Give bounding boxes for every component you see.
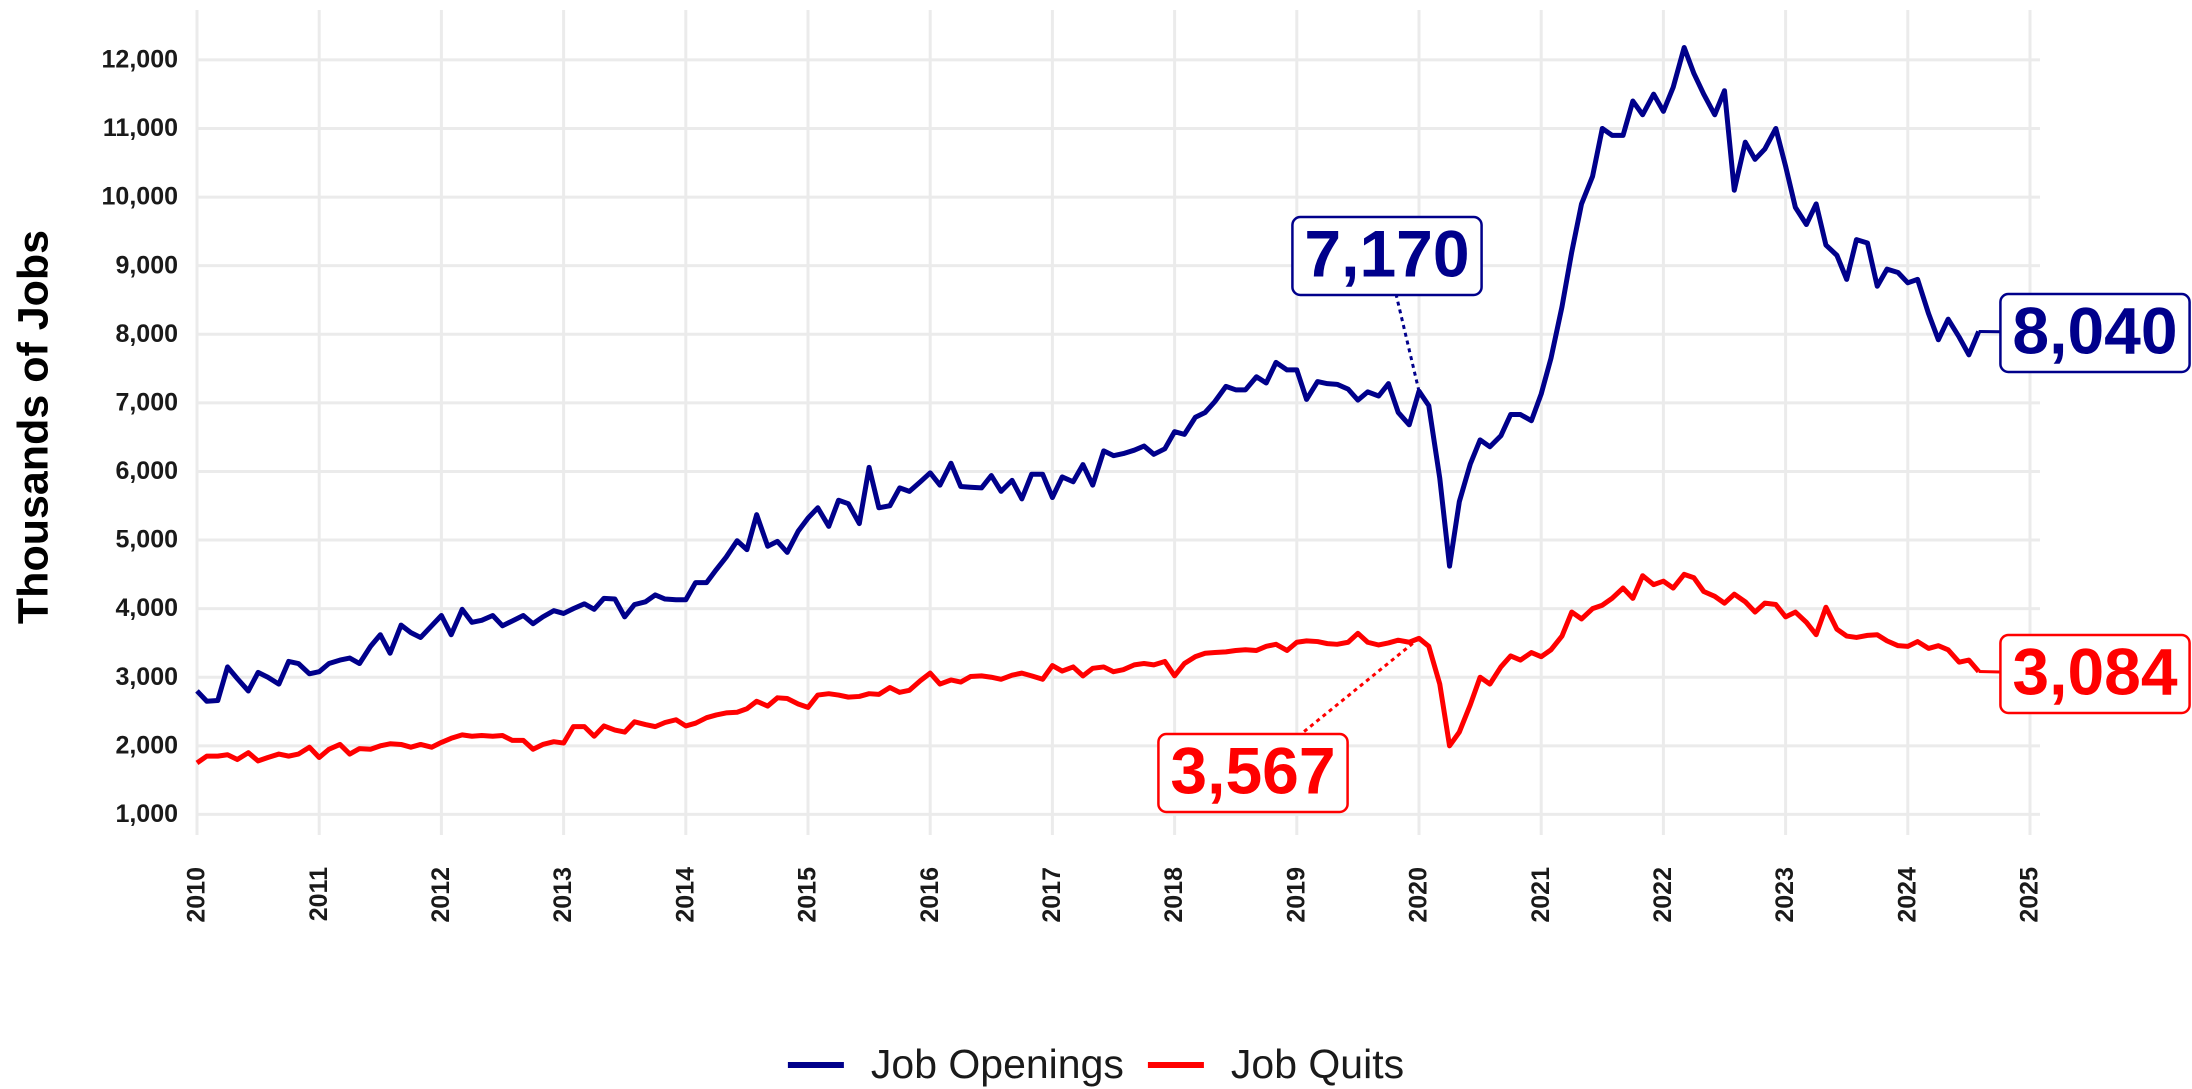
annotation-label: 3,084 bbox=[2012, 634, 2177, 708]
x-tick-label: 2018 bbox=[1160, 867, 1188, 923]
annotation-box bbox=[1157, 732, 1349, 814]
annotation-leader bbox=[1300, 637, 1420, 736]
x-tick-label: 2013 bbox=[549, 867, 577, 923]
y-tick-label: 5,000 bbox=[115, 526, 178, 554]
annotation-label: 7,170 bbox=[1304, 216, 1469, 290]
x-tick-label: 2015 bbox=[794, 867, 822, 923]
y-tick-label: 1,000 bbox=[115, 800, 178, 828]
legend-label: Job Openings bbox=[871, 1041, 1124, 1087]
grid bbox=[195, 10, 2040, 835]
annotation: 8,040 bbox=[1978, 292, 2191, 374]
x-tick-label: 2014 bbox=[671, 867, 699, 923]
y-tick-label: 11,000 bbox=[103, 114, 178, 142]
y-tick-label: 10,000 bbox=[102, 183, 178, 211]
annotation-box bbox=[1999, 292, 2191, 374]
legend-label: Job Quits bbox=[1231, 1041, 1404, 1087]
x-tick-label: 2021 bbox=[1527, 867, 1555, 923]
x-tick-label: 2017 bbox=[1038, 867, 1066, 923]
annotation: 3,567 bbox=[1157, 637, 1420, 814]
x-tick-label: 2012 bbox=[427, 867, 455, 923]
y-tick-label: 12,000 bbox=[102, 45, 178, 73]
y-tick-label: 7,000 bbox=[115, 388, 178, 416]
series-line bbox=[195, 571, 1981, 766]
annotation-leader bbox=[1394, 294, 1421, 392]
x-tick-label: 2025 bbox=[2016, 867, 2044, 923]
series-line bbox=[195, 45, 1981, 704]
x-tick-label: 2011 bbox=[305, 867, 333, 921]
y-axis-title: Thousands of Jobs bbox=[9, 230, 57, 624]
annotation-box bbox=[1999, 633, 2191, 715]
legend: Job Openings Job Quits bbox=[787, 1041, 1404, 1087]
y-tick-label: 8,000 bbox=[115, 320, 178, 348]
annotation-label: 8,040 bbox=[2012, 293, 2177, 367]
x-tick-label: 2010 bbox=[183, 867, 211, 923]
annotation: 3,084 bbox=[1978, 633, 2191, 715]
x-tick-label: 2023 bbox=[1771, 867, 1799, 923]
x-tick-label: 2019 bbox=[1282, 867, 1310, 923]
annotation-box bbox=[1291, 215, 1483, 297]
y-tick-label: 3,000 bbox=[115, 663, 178, 691]
y-tick-label: 6,000 bbox=[115, 457, 178, 485]
y-tick-label: 2,000 bbox=[115, 731, 178, 759]
x-tick-label: 2020 bbox=[1405, 867, 1433, 923]
x-tick-label: 2022 bbox=[1649, 867, 1677, 923]
annotation: 7,170 bbox=[1291, 215, 1483, 392]
x-tick-label: 2016 bbox=[916, 867, 944, 923]
annotation-label: 3,567 bbox=[1170, 733, 1335, 807]
y-tick-label: 9,000 bbox=[115, 251, 178, 279]
y-tick-label: 4,000 bbox=[115, 594, 178, 622]
x-tick-label: 2024 bbox=[1893, 867, 1921, 923]
